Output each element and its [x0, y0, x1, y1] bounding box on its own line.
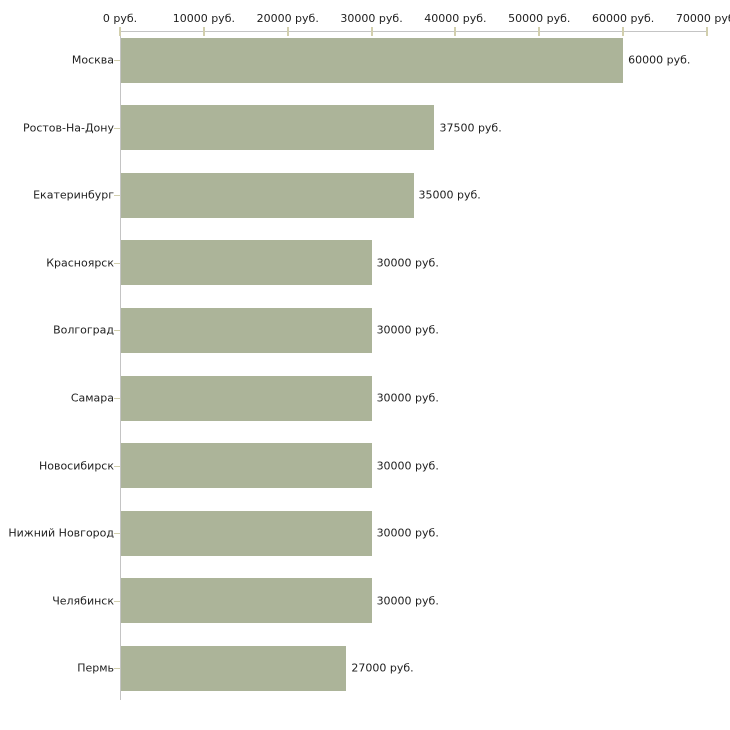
bar: [121, 172, 414, 218]
x-axis-tick-label: 20000 руб.: [256, 12, 319, 25]
category-label: Пермь: [77, 661, 114, 675]
x-axis-tick-mark: [286, 27, 289, 36]
bar-value-label: 30000 руб.: [376, 256, 439, 270]
category-label: Нижний Новгород: [8, 526, 114, 540]
category-tick-mark: [114, 601, 120, 602]
bar-value-label: 30000 руб.: [376, 323, 439, 337]
category-tick-mark: [114, 466, 120, 467]
bar: [121, 510, 372, 556]
category-label: Екатеринбург: [33, 188, 114, 202]
bar: [121, 307, 372, 353]
x-axis-tick-mark: [370, 27, 373, 36]
x-axis-tick-label: 40000 руб.: [424, 12, 487, 25]
bar: [121, 578, 372, 624]
bar: [121, 105, 435, 151]
category-tick-mark: [114, 398, 120, 399]
category-label: Красноярск: [46, 256, 114, 270]
x-axis-tick-label: 10000 руб.: [172, 12, 235, 25]
category-tick-mark: [114, 195, 120, 196]
x-axis-tick-label: 60000 руб.: [592, 12, 655, 25]
bar-value-label: 60000 руб.: [628, 53, 691, 67]
category-tick-mark: [114, 263, 120, 264]
x-axis-tick-mark: [538, 27, 541, 36]
bar-value-label: 30000 руб.: [376, 391, 439, 405]
category-label: Челябинск: [52, 594, 114, 608]
x-axis-tick-label: 70000 руб.: [675, 12, 730, 25]
bar-value-label: 30000 руб.: [376, 459, 439, 473]
category-label: Новосибирск: [38, 459, 114, 473]
x-axis-tick-label: 30000 руб.: [340, 12, 403, 25]
category-tick-mark: [114, 533, 120, 534]
bar-value-label: 30000 руб.: [376, 594, 439, 608]
x-axis-tick-mark: [622, 27, 625, 36]
category-label: Самара: [70, 391, 114, 405]
bar-value-label: 30000 руб.: [376, 526, 439, 540]
category-tick-mark: [114, 128, 120, 129]
x-axis-tick-mark: [706, 27, 708, 36]
category-label: Ростов-На-Дону: [22, 121, 114, 135]
bar: [121, 240, 372, 286]
x-axis-tick-mark: [454, 27, 457, 36]
x-axis-tick-label: 0 руб.: [102, 12, 138, 25]
x-axis-tick-label: 50000 руб.: [508, 12, 571, 25]
x-axis-tick-mark: [119, 27, 121, 36]
y-axis-line: [120, 31, 121, 700]
category-tick-mark: [114, 330, 120, 331]
category-tick-mark: [114, 668, 120, 669]
x-axis-tick-mark: [202, 27, 205, 36]
bar-value-label: 35000 руб.: [418, 188, 481, 202]
bar: [121, 443, 372, 489]
category-tick-mark: [114, 60, 120, 61]
category-label: Волгоград: [53, 323, 114, 337]
category-label: Москва: [71, 53, 114, 67]
x-axis-line: [120, 31, 708, 32]
bar: [121, 645, 347, 691]
bar-value-label: 27000 руб.: [351, 661, 414, 675]
bar: [121, 37, 624, 83]
bar-value-label: 37500 руб.: [439, 121, 502, 135]
bar: [121, 375, 372, 421]
